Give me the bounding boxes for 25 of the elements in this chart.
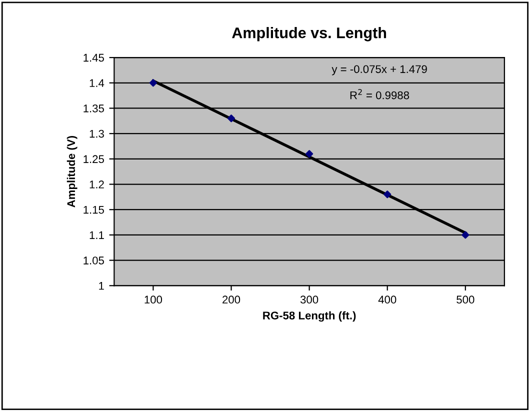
annotation: R$^{2}$ = 0.9988 xyxy=(350,89,410,100)
x-tick-label: 200 xyxy=(222,296,240,304)
y-tick-label: 1.4 xyxy=(90,79,104,87)
point xyxy=(306,150,314,158)
y-tick-label: 1.45 xyxy=(84,54,104,62)
y-tick-label: 1.35 xyxy=(84,104,104,112)
chart-title: Amplitude vs. Length xyxy=(232,27,386,42)
y-tick-label: 1.3 xyxy=(90,130,104,138)
point xyxy=(384,190,392,198)
x-axis-title: RG-58 Length (ft.) xyxy=(263,311,356,322)
y-tick-label: 1.15 xyxy=(84,206,104,214)
y-tick-label: 1 xyxy=(99,282,104,290)
x-tick-label: 300 xyxy=(300,296,318,304)
annotation: y = -0.075x + 1.479 xyxy=(332,65,427,76)
x-tick-label: 400 xyxy=(378,296,396,304)
y-axis-title: Amplitude (V) xyxy=(66,136,78,208)
x-tick-label: 100 xyxy=(144,296,162,304)
y-tick-label: 1.05 xyxy=(84,256,104,264)
x-tick-label: 500 xyxy=(456,296,474,304)
y-tick-label: 1.1 xyxy=(90,231,104,239)
point xyxy=(462,231,470,239)
point xyxy=(149,79,157,87)
point xyxy=(227,114,236,122)
y-tick-label: 1.25 xyxy=(84,155,104,164)
y-tick-label: 1.2 xyxy=(90,180,104,188)
